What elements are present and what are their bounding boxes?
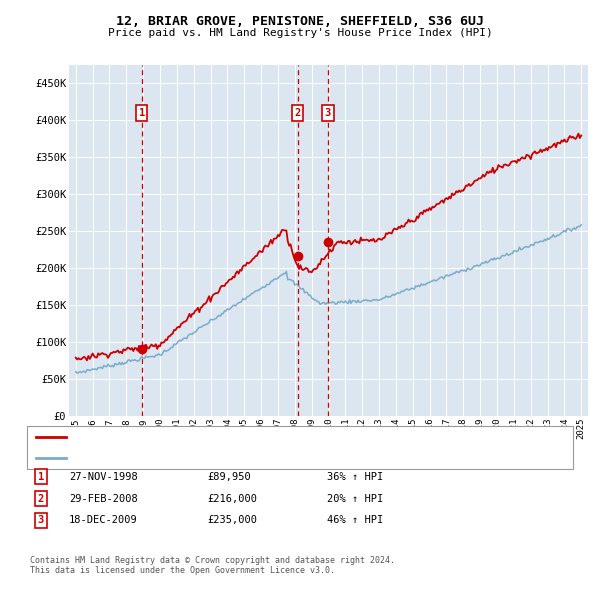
Text: 29-FEB-2008: 29-FEB-2008 bbox=[69, 494, 138, 503]
Text: £89,950: £89,950 bbox=[207, 472, 251, 481]
Text: 36% ↑ HPI: 36% ↑ HPI bbox=[327, 472, 383, 481]
Text: 1: 1 bbox=[139, 108, 145, 118]
Text: 2: 2 bbox=[295, 108, 301, 118]
Text: 2: 2 bbox=[38, 494, 44, 503]
Text: 18-DEC-2009: 18-DEC-2009 bbox=[69, 516, 138, 525]
Text: 3: 3 bbox=[325, 108, 331, 118]
Text: HPI: Average price, detached house, Barnsley: HPI: Average price, detached house, Barn… bbox=[72, 453, 336, 463]
Text: £235,000: £235,000 bbox=[207, 516, 257, 525]
Text: £216,000: £216,000 bbox=[207, 494, 257, 503]
Text: 27-NOV-1998: 27-NOV-1998 bbox=[69, 472, 138, 481]
Text: 12, BRIAR GROVE, PENISTONE, SHEFFIELD, S36 6UJ: 12, BRIAR GROVE, PENISTONE, SHEFFIELD, S… bbox=[116, 15, 484, 28]
Text: 1: 1 bbox=[38, 472, 44, 481]
Text: 12, BRIAR GROVE, PENISTONE, SHEFFIELD, S36 6UJ (detached house): 12, BRIAR GROVE, PENISTONE, SHEFFIELD, S… bbox=[72, 432, 450, 442]
Text: 3: 3 bbox=[38, 516, 44, 525]
Text: 20% ↑ HPI: 20% ↑ HPI bbox=[327, 494, 383, 503]
Text: This data is licensed under the Open Government Licence v3.0.: This data is licensed under the Open Gov… bbox=[30, 566, 335, 575]
Text: Price paid vs. HM Land Registry's House Price Index (HPI): Price paid vs. HM Land Registry's House … bbox=[107, 28, 493, 38]
Text: 46% ↑ HPI: 46% ↑ HPI bbox=[327, 516, 383, 525]
Text: Contains HM Land Registry data © Crown copyright and database right 2024.: Contains HM Land Registry data © Crown c… bbox=[30, 556, 395, 565]
